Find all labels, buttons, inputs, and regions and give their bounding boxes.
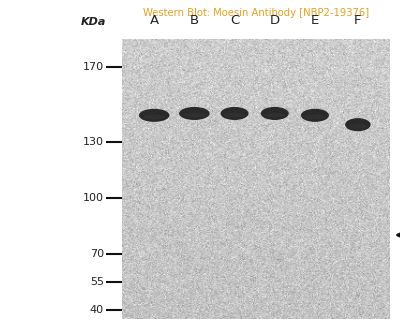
Ellipse shape xyxy=(220,107,248,120)
Ellipse shape xyxy=(139,109,170,122)
Ellipse shape xyxy=(348,124,367,129)
Text: 55: 55 xyxy=(90,277,104,287)
Text: A: A xyxy=(150,14,159,27)
Ellipse shape xyxy=(224,113,245,118)
Text: B: B xyxy=(190,14,199,27)
Text: 170: 170 xyxy=(83,62,104,72)
Ellipse shape xyxy=(264,113,285,118)
Text: F: F xyxy=(354,14,362,27)
Text: 130: 130 xyxy=(83,136,104,146)
Text: KDa: KDa xyxy=(81,17,106,27)
Text: Western Blot: Moesin Antibody [NBP2-19376]: Western Blot: Moesin Antibody [NBP2-1937… xyxy=(143,8,369,18)
Ellipse shape xyxy=(305,115,325,119)
Text: 100: 100 xyxy=(83,193,104,203)
Ellipse shape xyxy=(143,115,166,119)
Ellipse shape xyxy=(261,107,289,120)
Text: E: E xyxy=(311,14,319,27)
Text: 70: 70 xyxy=(90,249,104,259)
Text: C: C xyxy=(230,14,239,27)
Ellipse shape xyxy=(345,118,370,131)
Ellipse shape xyxy=(183,113,206,118)
Ellipse shape xyxy=(179,107,210,120)
Ellipse shape xyxy=(301,109,329,122)
Text: 40: 40 xyxy=(90,305,104,315)
Text: D: D xyxy=(270,14,280,27)
